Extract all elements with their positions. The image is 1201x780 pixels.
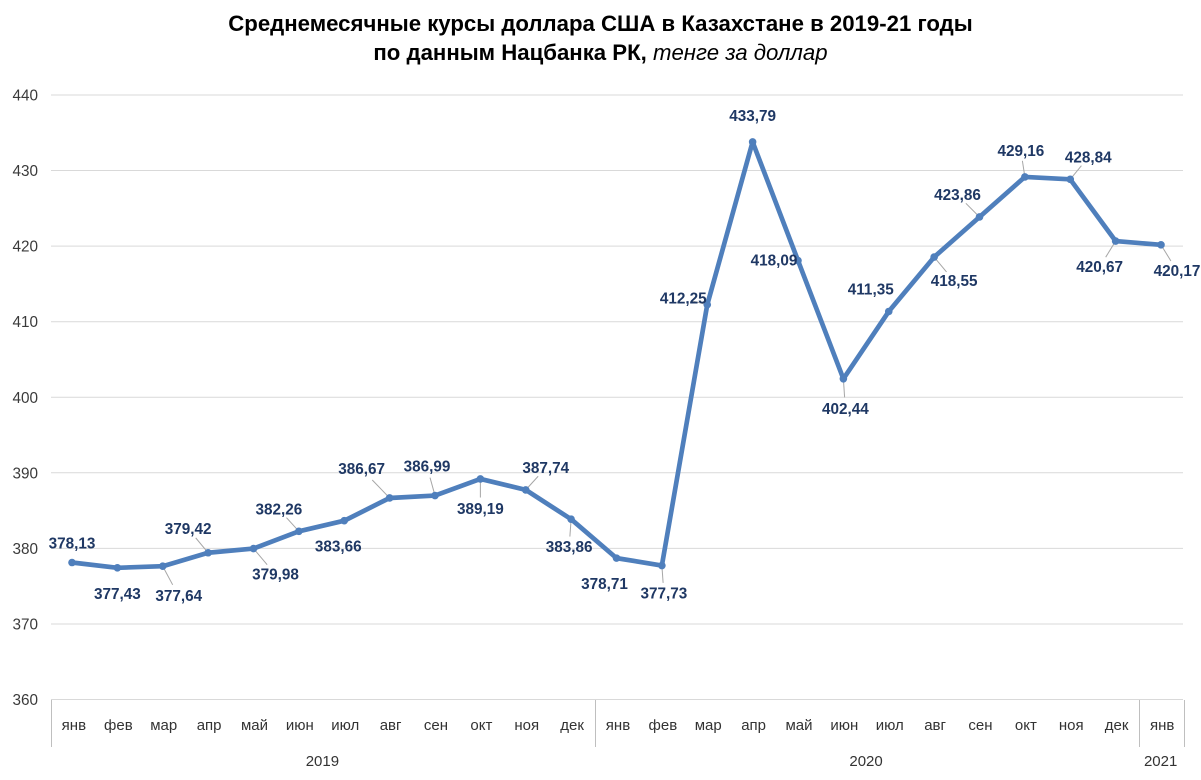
svg-text:386,99: 386,99	[404, 459, 451, 476]
svg-text:377,64: 377,64	[155, 588, 202, 605]
svg-text:382,26: 382,26	[255, 501, 302, 518]
svg-text:383,86: 383,86	[546, 539, 593, 556]
svg-text:412,25: 412,25	[660, 291, 707, 308]
svg-text:378,13: 378,13	[49, 536, 96, 553]
svg-text:420: 420	[12, 239, 38, 256]
svg-text:433,79: 433,79	[729, 108, 776, 125]
svg-text:378,71: 378,71	[581, 576, 628, 593]
svg-text:410: 410	[12, 314, 38, 331]
svg-text:428,84: 428,84	[1065, 149, 1112, 166]
svg-text:418,09: 418,09	[751, 253, 798, 270]
svg-text:440: 440	[12, 88, 38, 105]
svg-text:390: 390	[12, 465, 38, 482]
svg-text:423,86: 423,86	[934, 187, 981, 204]
svg-text:420,67: 420,67	[1076, 259, 1123, 276]
svg-text:411,35: 411,35	[848, 281, 894, 298]
svg-text:418,55: 418,55	[931, 273, 978, 290]
svg-text:380: 380	[12, 541, 38, 558]
svg-text:400: 400	[12, 390, 38, 407]
svg-text:430: 430	[12, 163, 38, 180]
svg-text:379,42: 379,42	[165, 521, 212, 538]
svg-text:429,16: 429,16	[997, 143, 1044, 160]
svg-text:377,73: 377,73	[640, 586, 687, 603]
svg-text:377,43: 377,43	[94, 586, 141, 603]
svg-text:379,98: 379,98	[252, 567, 299, 584]
svg-text:383,66: 383,66	[315, 539, 362, 556]
svg-text:386,67: 386,67	[338, 461, 385, 478]
svg-text:402,44: 402,44	[822, 401, 869, 418]
svg-text:370: 370	[12, 616, 38, 633]
svg-text:360: 360	[12, 692, 38, 709]
svg-text:389,19: 389,19	[457, 501, 504, 518]
svg-text:387,74: 387,74	[522, 460, 569, 477]
svg-text:420,17: 420,17	[1154, 263, 1201, 280]
